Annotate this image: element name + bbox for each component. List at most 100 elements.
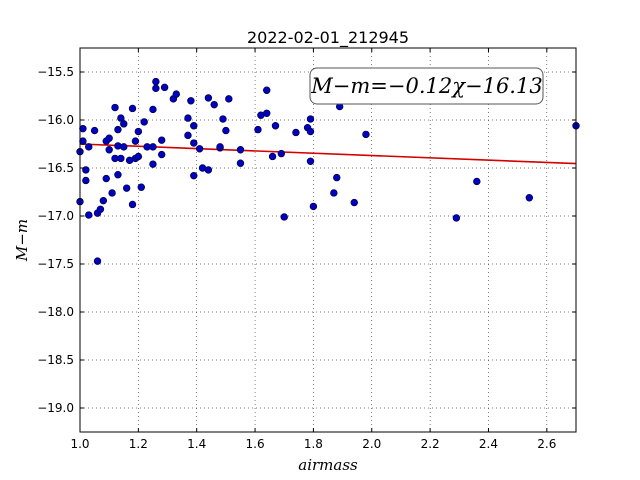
data-point bbox=[79, 124, 87, 133]
data-point bbox=[473, 177, 481, 186]
data-point bbox=[292, 128, 300, 137]
data-point bbox=[306, 127, 315, 136]
fit-equation: M−m=−0.12χ−16.13 bbox=[310, 74, 542, 98]
data-point bbox=[172, 90, 180, 98]
data-point bbox=[82, 166, 90, 174]
data-point bbox=[120, 143, 128, 151]
data-point bbox=[225, 95, 233, 103]
data-point bbox=[85, 211, 93, 219]
fit-line bbox=[79, 143, 577, 165]
data-point bbox=[190, 171, 198, 180]
x-axis-label: airmass bbox=[298, 456, 358, 474]
data-point bbox=[105, 146, 113, 154]
data-point bbox=[204, 166, 213, 174]
data-point bbox=[128, 200, 137, 209]
data-point bbox=[152, 77, 160, 86]
data-point bbox=[93, 257, 102, 265]
data-point bbox=[114, 171, 122, 179]
fit-equation-box: M−m=−0.12χ−16.13 bbox=[309, 67, 544, 105]
y-tick-label: −17.5 bbox=[37, 257, 74, 271]
data-point bbox=[271, 122, 280, 130]
data-point bbox=[131, 137, 140, 145]
data-point bbox=[195, 145, 204, 153]
data-point bbox=[82, 176, 90, 185]
data-point bbox=[157, 136, 166, 144]
x-tick-label: 2.4 bbox=[479, 437, 498, 451]
data-point bbox=[277, 149, 286, 158]
data-point bbox=[140, 118, 148, 126]
data-point bbox=[160, 83, 169, 92]
data-point bbox=[149, 143, 157, 151]
data-point bbox=[204, 94, 213, 102]
y-axis-label: M−m bbox=[13, 219, 31, 262]
data-point bbox=[105, 134, 113, 142]
y-tick-label: −19.0 bbox=[37, 401, 74, 415]
data-point bbox=[309, 202, 318, 211]
data-point bbox=[149, 160, 157, 168]
data-point bbox=[216, 143, 224, 151]
axis-ticks: 1.0 1.2 1.4 1.6 1.8 2.0 2.2 2.4 2.6 −15.5 −16.0 −16… bbox=[37, 48, 576, 451]
data-point bbox=[99, 196, 108, 205]
data-point bbox=[268, 152, 277, 161]
data-point bbox=[330, 189, 338, 197]
data-point bbox=[117, 154, 125, 163]
data-point bbox=[236, 146, 245, 154]
data-point bbox=[90, 126, 99, 135]
data-point bbox=[134, 127, 143, 136]
data-point bbox=[117, 114, 125, 122]
plot-frame bbox=[79, 47, 577, 433]
data-point bbox=[187, 97, 195, 105]
y-tick-label: −17.0 bbox=[37, 209, 74, 223]
fit-line-layer bbox=[79, 143, 577, 165]
data-point bbox=[280, 213, 288, 221]
y-tick-label: −15.5 bbox=[37, 65, 74, 79]
data-point bbox=[111, 103, 119, 112]
data-point bbox=[236, 159, 245, 167]
data-point bbox=[263, 109, 271, 117]
data-point bbox=[114, 125, 122, 134]
y-tick-label: −18.5 bbox=[37, 353, 74, 367]
data-point bbox=[79, 137, 87, 145]
data-point bbox=[184, 131, 192, 140]
x-tick-label: 2.6 bbox=[537, 437, 556, 451]
data-point bbox=[108, 189, 116, 197]
data-point bbox=[184, 114, 192, 122]
data-point bbox=[102, 174, 110, 183]
data-point bbox=[263, 86, 271, 94]
chart-title: 2022-02-01_212945 bbox=[247, 28, 409, 48]
data-point bbox=[85, 143, 93, 151]
data-point bbox=[122, 184, 131, 192]
y-tick-label: −16.5 bbox=[37, 161, 74, 175]
data-point bbox=[134, 152, 143, 161]
x-tick-label: 1.4 bbox=[187, 437, 206, 451]
data-points bbox=[76, 77, 580, 265]
data-point bbox=[120, 120, 128, 128]
data-point bbox=[210, 100, 218, 109]
data-point bbox=[306, 157, 315, 165]
data-point bbox=[149, 105, 157, 114]
data-point bbox=[157, 150, 166, 159]
data-point bbox=[128, 104, 137, 113]
data-point bbox=[362, 130, 370, 139]
data-point bbox=[306, 115, 315, 123]
data-point bbox=[152, 84, 160, 93]
data-point bbox=[190, 122, 198, 130]
data-point bbox=[452, 214, 461, 222]
x-tick-label: 2.2 bbox=[421, 437, 440, 451]
x-tick-label: 1.6 bbox=[246, 437, 265, 451]
data-point bbox=[96, 205, 105, 213]
data-point bbox=[333, 173, 341, 182]
data-point bbox=[525, 194, 534, 202]
data-point bbox=[190, 139, 198, 147]
data-point bbox=[137, 183, 145, 191]
data-point bbox=[219, 115, 227, 123]
x-tick-label: 2.0 bbox=[362, 437, 381, 451]
data-point bbox=[350, 198, 358, 207]
x-tick-label: 1.8 bbox=[304, 437, 323, 451]
y-tick-label: −18.0 bbox=[37, 305, 74, 319]
data-point bbox=[254, 125, 262, 134]
fit-equation-frame bbox=[309, 67, 544, 105]
x-tick-label: 1.2 bbox=[129, 437, 148, 451]
y-tick-label: −16.0 bbox=[37, 113, 74, 127]
